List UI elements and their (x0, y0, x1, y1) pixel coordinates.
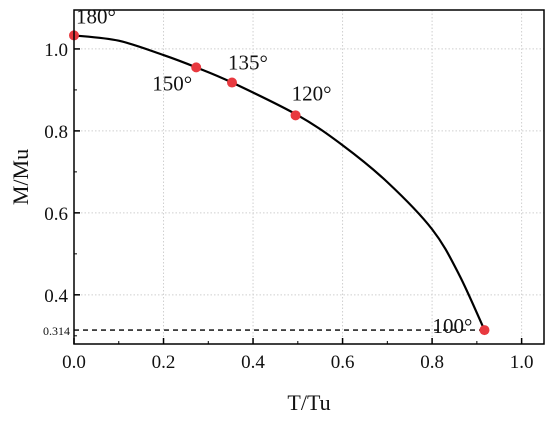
grid (74, 10, 544, 344)
x-tick-label: 0.2 (152, 352, 176, 373)
x-tick-label: 0.8 (420, 352, 444, 373)
point-label: 120° (292, 81, 332, 105)
points-group (69, 30, 490, 336)
reference-value-label: 0.314 (43, 324, 70, 338)
point-label: 100° (433, 314, 473, 338)
curve-group (73, 34, 486, 331)
y-axis-title: M/Mu (8, 149, 33, 205)
x-tick-label: 0.0 (62, 352, 86, 373)
y-tick-label: 0.6 (44, 204, 68, 225)
data-point-100deg (479, 325, 490, 336)
x-tick-label: 0.6 (331, 352, 355, 373)
x-tick-label: 0.4 (241, 352, 265, 373)
y-tick-label: 0.4 (44, 286, 68, 307)
point-label: 180° (76, 4, 116, 28)
y-tick-label: 1.0 (44, 40, 68, 61)
y-tick-label: 0.8 (44, 122, 68, 143)
data-point-150deg (191, 62, 202, 73)
data-point-135deg (227, 77, 238, 88)
x-axis-title: T/Tu (287, 390, 330, 415)
x-tick-label: 1.0 (510, 352, 534, 373)
data-point-120deg (290, 110, 301, 121)
ticks (73, 48, 523, 344)
point-label: 135° (228, 51, 268, 75)
moment-torque-curve (73, 34, 486, 331)
plot-border (73, 9, 545, 345)
labels: 0.0 0.2 0.4 0.6 0.8 1.0 0.4 0.6 0.8 1.0 0.314 180° 1… (8, 4, 533, 415)
plot-frame (73, 9, 545, 345)
point-label: 150° (152, 71, 192, 95)
